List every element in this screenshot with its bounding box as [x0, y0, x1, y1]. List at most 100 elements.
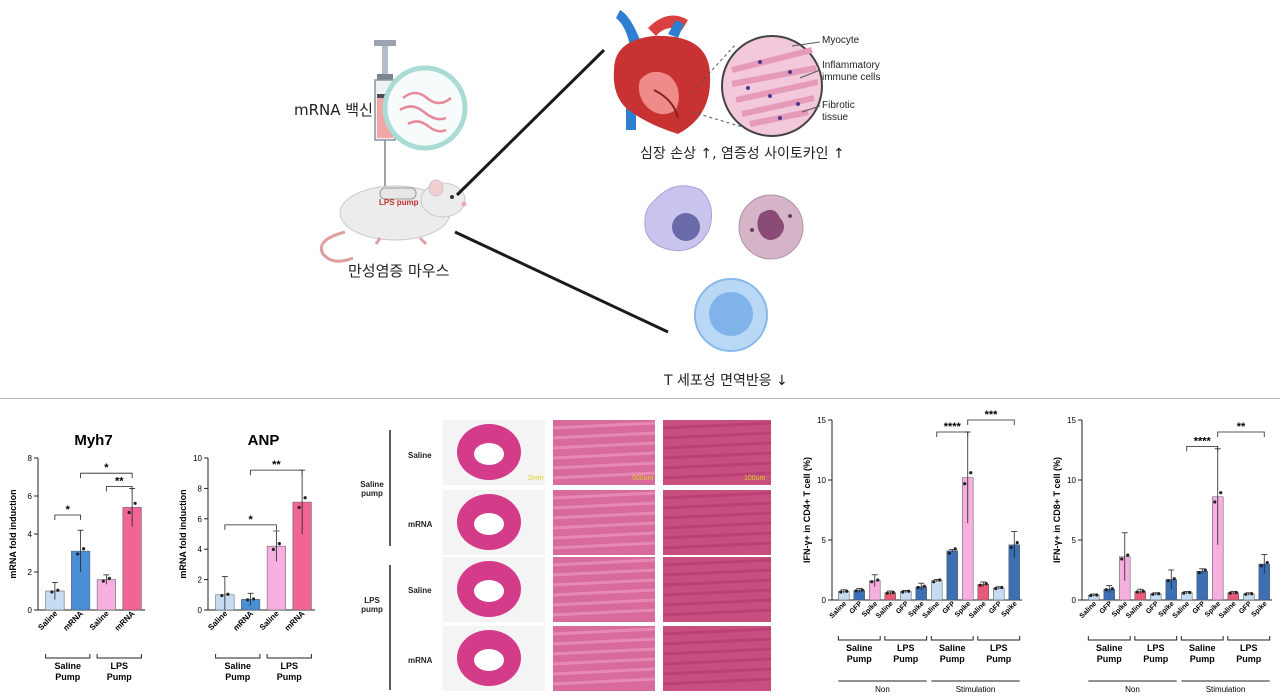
tissue-label: tissue [822, 112, 849, 123]
group-bracket [215, 654, 261, 659]
mouse-icon [319, 179, 467, 263]
histo-fiber-stripe [662, 677, 772, 686]
histo-fiber-stripe [552, 558, 656, 567]
y-tick-label: 8 [198, 484, 203, 493]
histo-fiber-stripe [662, 501, 772, 510]
group-label: Saline [224, 661, 251, 671]
histo-fiber-stripe [552, 647, 656, 656]
histo-fiber-stripe [662, 511, 772, 520]
histo-group-lps-line2: pump [361, 605, 383, 614]
group-label: Pump [55, 672, 81, 682]
group-label: Saline [846, 643, 873, 653]
data-point [133, 501, 137, 505]
scale-label-100um: 100um [744, 475, 766, 482]
mrna-bubble-icon [382, 65, 468, 151]
data-point [1157, 592, 1161, 596]
x-category-label: Saline [1125, 600, 1145, 620]
group-bracket [1227, 636, 1271, 641]
data-point [1135, 590, 1139, 594]
data-point [1250, 592, 1254, 596]
y-tick-label: 0 [822, 596, 827, 605]
group-bracket [930, 636, 974, 641]
x-category-label: Saline [88, 609, 111, 632]
x-category-label: Spike [1251, 600, 1269, 618]
y-tick-label: 4 [198, 545, 203, 554]
heart-icon [613, 10, 711, 135]
data-point [901, 590, 905, 594]
chart-title: ANP [248, 432, 280, 449]
histo-group-lps-line1: LPS [364, 596, 380, 605]
histo-fiber-stripe [552, 531, 656, 540]
group-bracket [977, 636, 1021, 641]
histo-row-label: mRNA [408, 656, 433, 665]
data-point [1244, 592, 1248, 596]
significance-label: *** [985, 409, 999, 421]
histo-fiber-stripe [552, 608, 656, 617]
group-bracket [1087, 636, 1131, 641]
histology-panel [385, 410, 780, 696]
group-label: Pump [847, 654, 873, 664]
histo-group-saline-line1: Saline [360, 480, 384, 489]
significance-bracket [80, 472, 133, 479]
histo-fiber-stripe [662, 541, 772, 550]
histo-fiber-stripe [662, 588, 772, 597]
x-category-label: Saline [1079, 600, 1099, 620]
bar [946, 550, 958, 601]
data-point [1104, 588, 1108, 592]
data-point [938, 578, 942, 582]
bar [931, 580, 943, 601]
y-axis-label: IFN-γ+ in CD4+ T cell (%) [802, 457, 812, 563]
schematic-figure [319, 10, 823, 352]
histo-fiber-stripe [552, 491, 656, 500]
group-bracket [1180, 636, 1224, 641]
group-label: Pump [1097, 654, 1123, 664]
histo-fiber-stripe [662, 598, 772, 607]
data-point [1182, 591, 1186, 595]
data-point [246, 598, 250, 602]
myocyte-label: Myocyte [822, 35, 860, 46]
significance-label: **** [1194, 435, 1212, 447]
data-point [1213, 500, 1217, 504]
scale-label-500um: 500um [632, 475, 654, 482]
group-label: LPS [1147, 643, 1165, 653]
histo-fiber-stripe [552, 431, 656, 440]
x-category-label: mRNA [113, 609, 137, 633]
data-point [127, 510, 131, 515]
histo-fiber-stripe [662, 531, 772, 540]
data-point [1126, 553, 1130, 557]
data-point [932, 580, 936, 584]
histo-fiber-stripe [662, 667, 772, 676]
significance-label: ** [272, 459, 281, 471]
data-point [854, 589, 858, 593]
y-tick-label: 6 [28, 492, 33, 501]
histo-ventricle-lumen [474, 443, 504, 465]
y-tick-label: 2 [28, 568, 33, 577]
supergroup-label: Non [875, 685, 890, 694]
y-tick-label: 15 [817, 416, 826, 425]
histo-fiber-stripe [552, 541, 656, 550]
significance-bracket [1217, 431, 1265, 437]
data-point [1228, 591, 1232, 595]
section-divider [0, 398, 1280, 399]
data-point [297, 505, 301, 510]
supergroup-label: Non [1125, 685, 1140, 694]
y-tick-label: 4 [28, 530, 33, 539]
y-tick-label: 8 [28, 454, 33, 463]
y-tick-label: 0 [1072, 596, 1077, 605]
significance-bracket [967, 419, 1015, 425]
histo-fiber-stripe [662, 578, 772, 587]
histo-group-lps: LPS pump [359, 596, 385, 614]
histo-ventricle-lumen [474, 513, 504, 535]
histo-row-label: Saline [408, 586, 432, 595]
significance-label: **** [944, 421, 962, 433]
mouse-label: 만성염증 마우스 [348, 262, 450, 280]
t-cell-icon [694, 278, 768, 352]
group-label: Saline [939, 643, 966, 653]
data-point [1089, 593, 1093, 598]
histo-fiber-stripe [552, 677, 656, 686]
significance-bracket [936, 431, 969, 437]
data-point [107, 576, 111, 580]
histo-fiber-stripe [552, 461, 656, 470]
histo-fiber-stripe [662, 431, 772, 440]
